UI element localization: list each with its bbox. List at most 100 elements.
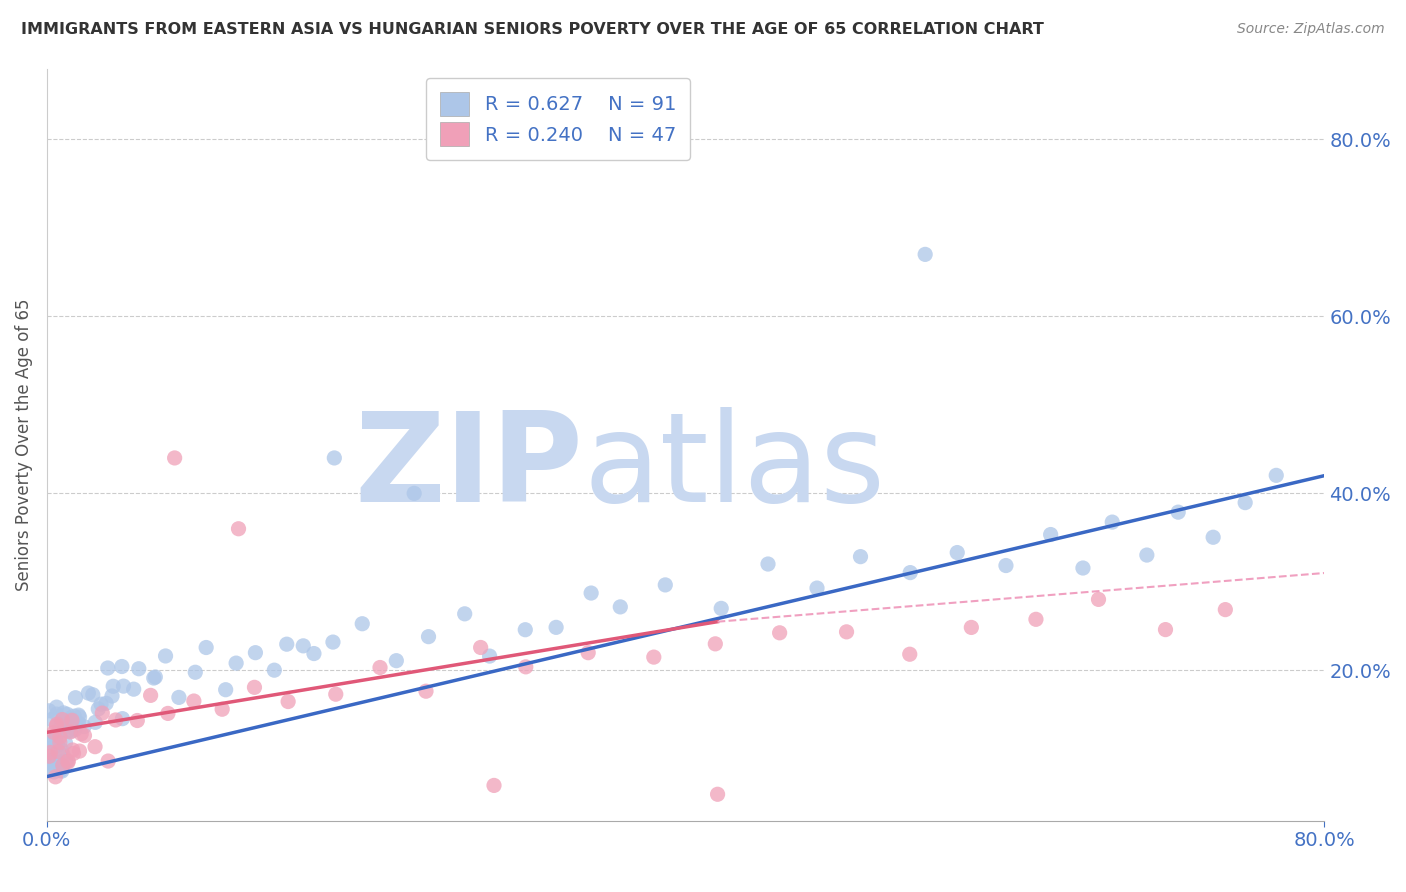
- Point: [143, 670, 166, 684]
- Point: [42, 764, 65, 779]
- Point: [82, 688, 104, 702]
- Point: [104, 713, 127, 727]
- Point: [51, 713, 73, 727]
- Point: [368, 660, 391, 674]
- Point: [91, 706, 114, 720]
- Point: [609, 599, 631, 614]
- Point: [576, 646, 599, 660]
- Point: [41, 760, 63, 774]
- Point: [84, 739, 107, 754]
- Point: [184, 665, 207, 680]
- Point: [55, 755, 77, 769]
- Point: [228, 522, 250, 536]
- Point: [127, 714, 149, 728]
- Point: [37, 755, 59, 769]
- Point: [39, 746, 62, 760]
- Point: [1167, 505, 1189, 519]
- Point: [1215, 602, 1237, 616]
- Point: [183, 694, 205, 708]
- Point: [65, 690, 87, 705]
- Point: [39, 757, 62, 772]
- Point: [415, 684, 437, 698]
- Point: [39, 741, 62, 756]
- Point: [195, 640, 218, 655]
- Point: [62, 743, 84, 757]
- Text: ZIP: ZIP: [354, 407, 583, 528]
- Point: [49, 735, 72, 749]
- Point: [139, 689, 162, 703]
- Point: [63, 723, 86, 737]
- Point: [142, 671, 165, 685]
- Point: [45, 719, 67, 733]
- Point: [292, 639, 315, 653]
- Point: [478, 649, 501, 664]
- Point: [52, 706, 75, 720]
- Point: [385, 654, 408, 668]
- Point: [211, 702, 233, 716]
- Point: [56, 755, 79, 769]
- Point: [1136, 548, 1159, 562]
- Point: [51, 716, 73, 731]
- Point: [45, 700, 67, 714]
- Point: [90, 697, 112, 711]
- Point: [243, 681, 266, 695]
- Point: [73, 729, 96, 743]
- Point: [225, 656, 247, 670]
- Text: atlas: atlas: [583, 407, 886, 528]
- Point: [215, 682, 238, 697]
- Point: [51, 743, 73, 757]
- Point: [1154, 623, 1177, 637]
- Text: Source: ZipAtlas.com: Source: ZipAtlas.com: [1237, 22, 1385, 37]
- Point: [56, 723, 79, 738]
- Point: [46, 744, 69, 758]
- Point: [806, 581, 828, 595]
- Point: [42, 725, 65, 739]
- Point: [710, 601, 733, 615]
- Point: [111, 712, 134, 726]
- Point: [1039, 527, 1062, 541]
- Point: [67, 708, 90, 723]
- Point: [277, 694, 299, 708]
- Point: [70, 727, 93, 741]
- Point: [52, 721, 75, 735]
- Point: [579, 586, 602, 600]
- Point: [41, 713, 63, 727]
- Point: [849, 549, 872, 564]
- Point: [56, 754, 79, 768]
- Point: [59, 725, 82, 739]
- Point: [60, 723, 83, 738]
- Point: [62, 747, 84, 761]
- Point: [67, 716, 90, 731]
- Point: [454, 607, 477, 621]
- Point: [48, 756, 70, 771]
- Point: [898, 647, 921, 661]
- Point: [87, 702, 110, 716]
- Point: [84, 715, 107, 730]
- Point: [60, 713, 83, 727]
- Point: [77, 686, 100, 700]
- Point: [322, 635, 344, 649]
- Text: IMMIGRANTS FROM EASTERN ASIA VS HUNGARIAN SENIORS POVERTY OVER THE AGE OF 65 COR: IMMIGRANTS FROM EASTERN ASIA VS HUNGARIA…: [21, 22, 1045, 37]
- Legend: R = 0.627    N = 91, R = 0.240    N = 47: R = 0.627 N = 91, R = 0.240 N = 47: [426, 78, 689, 160]
- Point: [45, 717, 67, 731]
- Point: [65, 718, 87, 732]
- Point: [163, 450, 186, 465]
- Point: [49, 755, 72, 769]
- Point: [122, 682, 145, 697]
- Point: [112, 679, 135, 693]
- Point: [994, 558, 1017, 573]
- Point: [59, 711, 82, 725]
- Point: [898, 566, 921, 580]
- Point: [302, 647, 325, 661]
- Point: [73, 720, 96, 734]
- Point: [51, 764, 73, 779]
- Point: [55, 736, 77, 750]
- Point: [756, 557, 779, 571]
- Point: [63, 709, 86, 723]
- Point: [49, 764, 72, 778]
- Point: [960, 620, 983, 634]
- Point: [128, 662, 150, 676]
- Point: [167, 690, 190, 705]
- Point: [263, 663, 285, 677]
- Point: [38, 749, 60, 764]
